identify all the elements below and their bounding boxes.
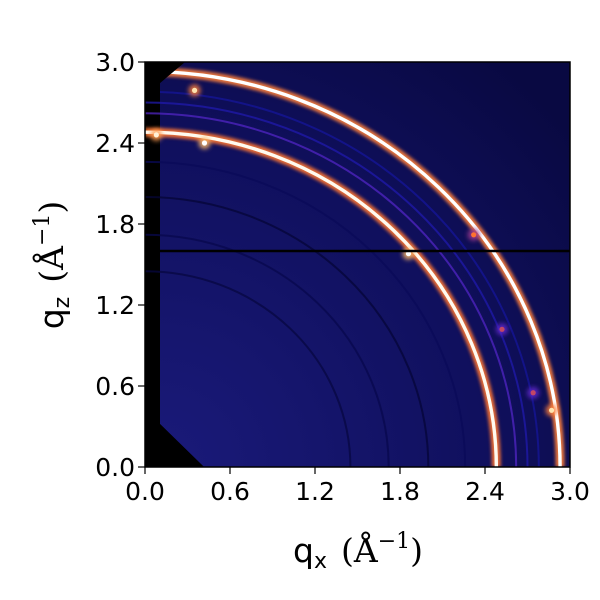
spot-3	[405, 251, 412, 257]
diffraction-rings	[145, 66, 565, 467]
x-tick-label: 1.8	[380, 477, 420, 506]
detector-active-area	[160, 62, 570, 467]
y-tick-label: 0.0	[95, 453, 135, 482]
ring-1	[145, 233, 390, 467]
ring-4	[145, 130, 499, 467]
y-axis-label: qz(Å−1)	[30, 201, 75, 330]
x-tick-label: 0.0	[125, 477, 165, 506]
spot-2	[191, 87, 198, 93]
spot-5	[499, 326, 505, 332]
detector-mask-top-left	[145, 62, 185, 95]
x-axis-ticks: 0.0 0.6 1.2 1.8 2.4 3.0	[125, 467, 590, 506]
spot-1	[153, 132, 159, 138]
y-tick-label: 2.4	[95, 129, 135, 158]
y-tick-label: 1.8	[95, 210, 135, 239]
x-axis-label: qx (Å−1)	[293, 529, 423, 574]
spot-0	[201, 140, 208, 146]
spot-6	[530, 390, 536, 396]
x-tick-label: 2.4	[465, 477, 505, 506]
ring-6	[145, 101, 529, 467]
ring-2	[145, 196, 430, 467]
y-tick-label: 0.6	[95, 372, 135, 401]
y-tick-label: 1.2	[95, 291, 135, 320]
ring-0	[145, 270, 352, 467]
x-tick-label: 3.0	[550, 477, 590, 506]
y-tick-label: 3.0	[95, 48, 135, 77]
ring-7	[145, 90, 540, 467]
x-tick-label: 1.2	[295, 477, 335, 506]
ring-5	[145, 112, 518, 467]
plot-frame	[144, 61, 571, 468]
spot-7	[548, 407, 555, 413]
y-axis-ticks: 0.0 0.6 1.2 1.8 2.4 3.0	[95, 48, 145, 482]
ring-8	[145, 69, 562, 467]
plot-area	[145, 62, 570, 467]
x-tick-label: 0.6	[210, 477, 250, 506]
detector-mask-bottom-left	[145, 405, 204, 467]
spot-4	[471, 232, 477, 238]
